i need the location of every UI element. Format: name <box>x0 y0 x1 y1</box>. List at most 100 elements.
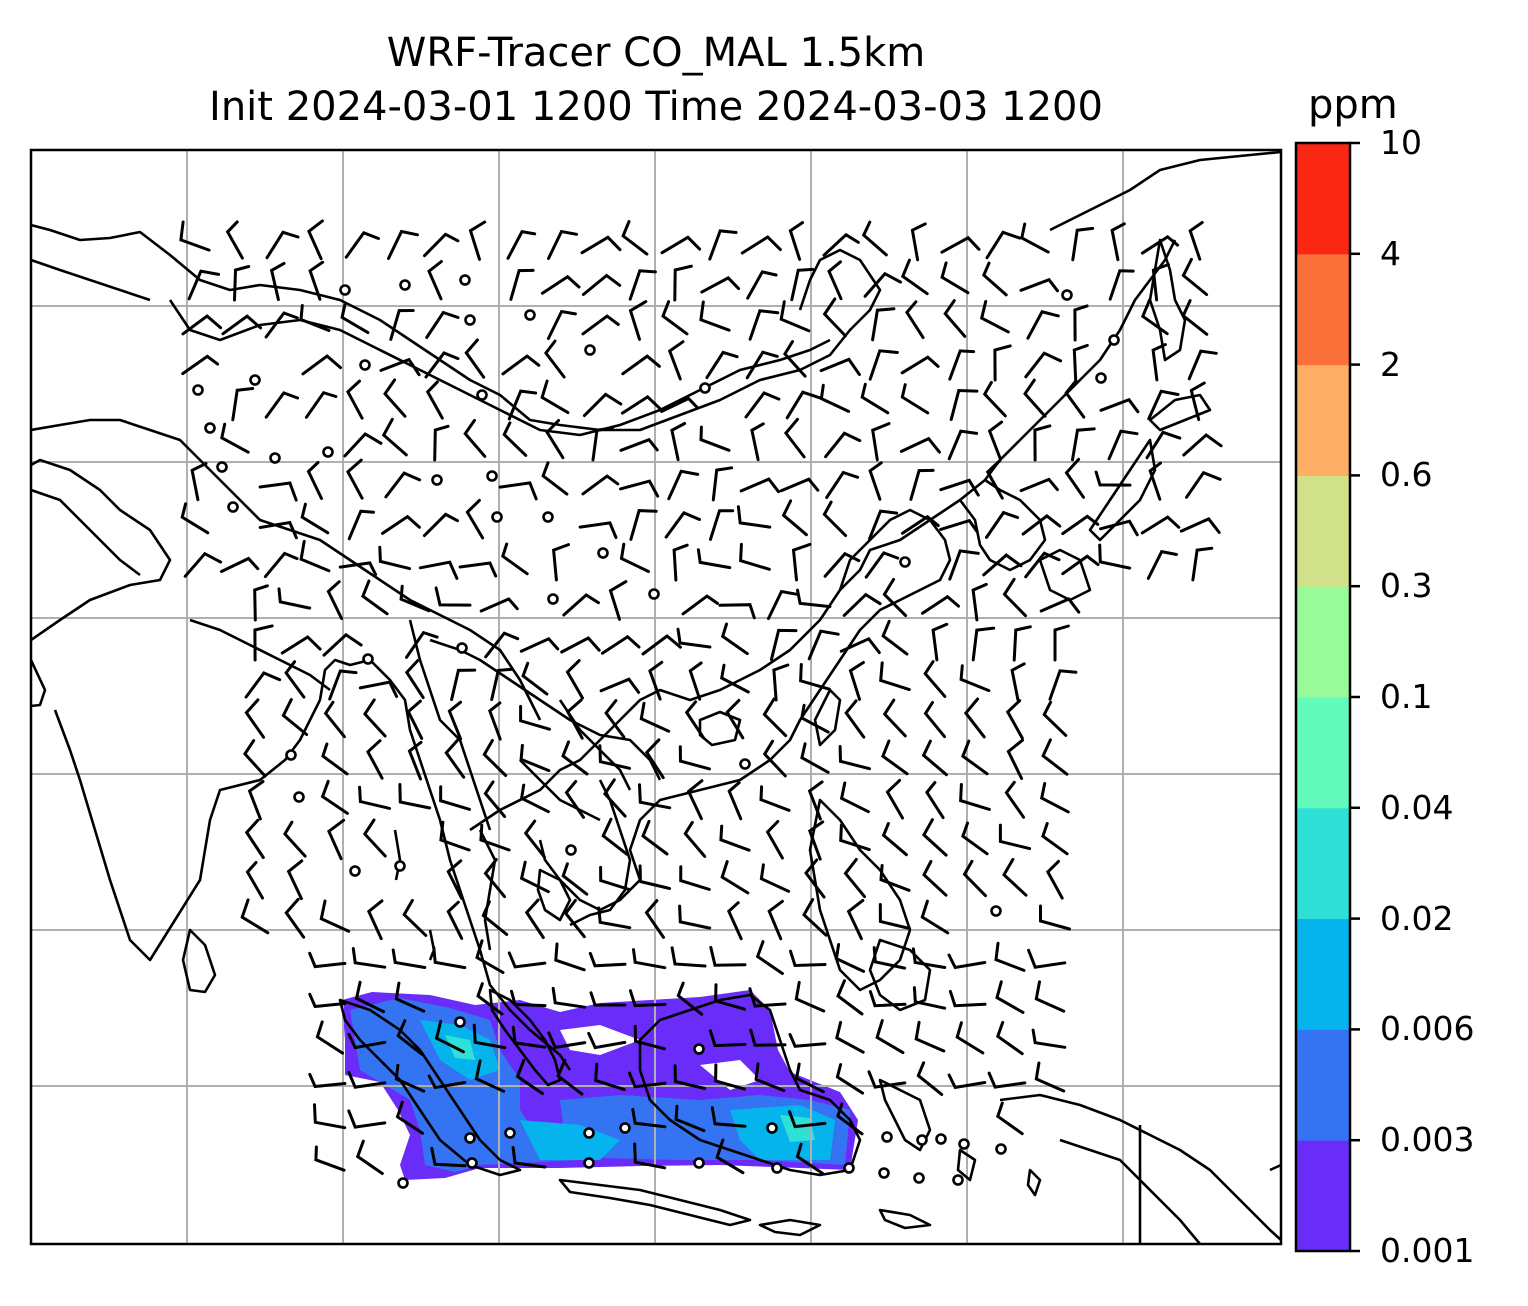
wind-barb <box>631 1108 667 1129</box>
wind-barb <box>366 739 384 780</box>
wind-barb <box>744 391 781 419</box>
wind-barb <box>424 351 460 379</box>
wind-barb <box>378 545 412 571</box>
wind-barb <box>598 744 632 770</box>
wind-barb <box>1053 624 1070 662</box>
wind-barb <box>1140 515 1181 535</box>
calm-wind-circle <box>269 452 281 464</box>
wind-barb <box>961 739 989 776</box>
wind-barb <box>1094 470 1132 487</box>
colorbar-tick-label: 0.006 <box>1380 1009 1475 1049</box>
calm-wind-circle <box>397 1177 409 1189</box>
wind-barb <box>725 698 745 740</box>
wind-barb <box>1140 235 1180 255</box>
wind-barb <box>301 354 342 376</box>
wind-barb <box>920 899 950 935</box>
calm-wind-circle <box>192 384 204 396</box>
map-title-line1: WRF-Tracer CO_MAL 1.5km <box>386 30 926 76</box>
wind-barb <box>220 422 250 454</box>
wind-barb <box>363 698 387 738</box>
wind-barb <box>779 477 820 493</box>
wind-barb <box>790 267 815 302</box>
wind-barb <box>827 260 843 301</box>
wind-barb <box>221 314 263 336</box>
coastline-taiwan <box>813 688 842 747</box>
wind-barb <box>699 300 731 332</box>
colorbar <box>1294 141 1360 1253</box>
wind-barb <box>1073 304 1089 342</box>
wind-barb <box>599 677 641 694</box>
wind-barb <box>648 660 664 701</box>
wind-barb <box>546 309 577 340</box>
wind-barb <box>407 740 423 781</box>
wind-barb <box>179 220 211 252</box>
wind-barb <box>807 820 825 861</box>
wind-barb <box>696 548 732 570</box>
calm-wind-circle <box>843 1162 855 1174</box>
wind-barb <box>802 898 828 937</box>
wind-barb <box>1181 257 1209 296</box>
calm-wind-circle <box>916 1134 928 1146</box>
map-title-line2: Init 2024-03-01 1200 Time 2024-03-03 120… <box>209 84 1103 130</box>
wind-barb <box>387 229 419 260</box>
wind-barb <box>244 818 265 859</box>
wind-barb <box>379 357 421 377</box>
wind-barb <box>475 939 505 974</box>
wind-barb <box>762 697 788 738</box>
calm-wind-circle <box>1061 289 1073 301</box>
wind-barb <box>819 383 851 413</box>
wind-barb <box>362 818 387 858</box>
wind-barb <box>864 551 900 579</box>
coastline-mindanao <box>868 938 932 1012</box>
wind-barb <box>863 271 902 298</box>
wind-barb <box>541 461 569 496</box>
wind-barb <box>1020 222 1050 254</box>
wind-barb <box>1181 299 1209 336</box>
wind-barb <box>781 499 808 537</box>
colorbar-units: ppm <box>1308 82 1398 128</box>
wind-barb <box>959 783 991 811</box>
wind-barb <box>394 1063 426 1093</box>
wind-barb <box>1064 457 1085 499</box>
wind-barb <box>321 742 349 776</box>
calm-wind-circle <box>285 749 297 761</box>
calm-wind-circle <box>362 653 374 665</box>
wind-barb <box>736 505 772 529</box>
wind-barb <box>564 780 585 819</box>
calm-wind-circle <box>524 309 536 321</box>
wind-barb <box>1002 857 1028 897</box>
wind-barb <box>347 1071 387 1089</box>
wind-barb <box>404 659 425 700</box>
wind-barb <box>699 425 731 452</box>
wind-barb <box>1148 461 1162 501</box>
colorbar-swatch <box>1296 143 1350 255</box>
wind-barb <box>1182 433 1223 457</box>
wind-barb <box>308 260 325 301</box>
coastline-sulawesi <box>878 1078 932 1152</box>
wind-barb <box>482 739 508 777</box>
coastlines-borders <box>31 150 1281 1244</box>
wind-barb <box>688 661 703 701</box>
wind-barb <box>354 980 385 1014</box>
wind-barb <box>347 1032 387 1050</box>
coastline-japan <box>1088 438 1157 542</box>
wind-barb <box>860 382 890 415</box>
coastline-gulf-thailand <box>536 868 572 922</box>
wind-barb <box>1098 543 1132 570</box>
wind-barb <box>344 230 380 259</box>
wind-barb <box>664 511 701 539</box>
wind-barb <box>284 897 306 939</box>
wind-barb <box>727 781 743 821</box>
wind-barb <box>381 514 421 535</box>
wind-barb <box>308 992 347 1009</box>
wind-barb <box>759 785 791 812</box>
wind-barb <box>708 1029 747 1048</box>
wind-barb <box>1187 349 1218 381</box>
coastline-new-guinea <box>1059 1138 1201 1244</box>
wind-barb <box>995 980 1025 1014</box>
wind-barb <box>1002 577 1027 618</box>
wind-barb <box>1188 221 1204 261</box>
wind-barb <box>580 235 622 255</box>
border-thai-cambodia <box>519 759 601 822</box>
wind-barb <box>868 349 899 381</box>
